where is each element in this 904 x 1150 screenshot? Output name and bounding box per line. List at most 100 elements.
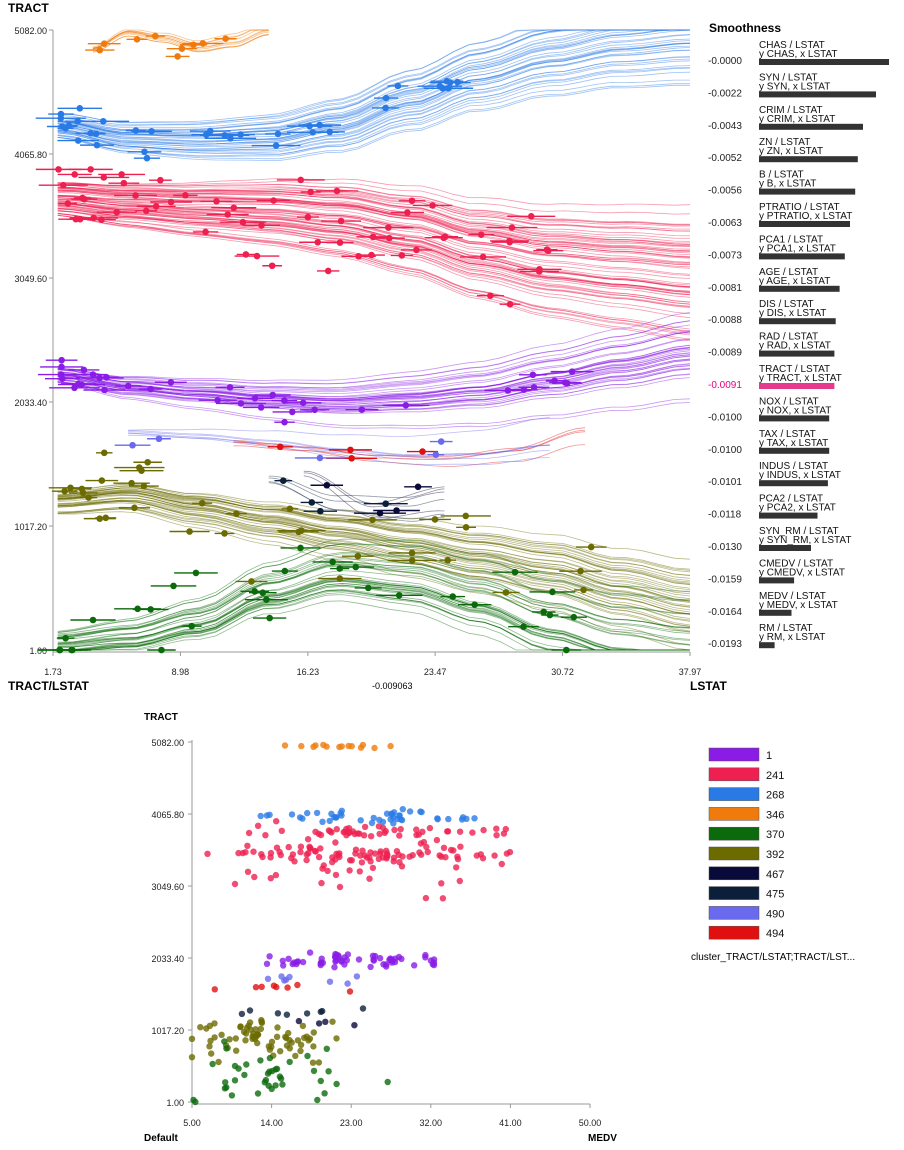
point-392 — [140, 482, 148, 490]
top-y-tick-label: 4065.80 — [14, 150, 47, 160]
scatter-point-241 — [303, 856, 310, 864]
scatter-point-241 — [436, 852, 443, 859]
scatter-point-241 — [419, 828, 426, 835]
curve-494 — [233, 441, 586, 467]
top-x-corner-right: LSTAT — [690, 679, 728, 693]
curve-370 — [57, 579, 690, 651]
scatter-point-490 — [353, 973, 361, 980]
scatter-point-370 — [310, 1067, 318, 1075]
point-475 — [279, 477, 287, 484]
point-392 — [96, 515, 104, 522]
curve-475 — [268, 475, 445, 498]
smoothness-value: -0.0063 — [708, 218, 742, 229]
smoothness-bar — [759, 609, 792, 616]
scatter-point-1 — [285, 955, 292, 962]
point-241 — [398, 252, 406, 259]
scatter-point-1 — [266, 953, 273, 960]
curve-241 — [57, 197, 691, 294]
smoothness-sublabel: y SYN_RM, x LSTAT — [759, 535, 851, 546]
curve-1 — [57, 338, 691, 395]
point-268 — [76, 105, 84, 112]
scatter-point-241 — [440, 844, 448, 851]
point-392 — [354, 552, 362, 560]
curve-392 — [57, 508, 691, 627]
scatter-point-241 — [254, 822, 262, 829]
scatter-point-241 — [278, 827, 285, 834]
point-241 — [487, 292, 494, 299]
point-1 — [281, 397, 288, 404]
scatter-point-241 — [375, 823, 383, 830]
scatter-point-370 — [235, 1065, 242, 1072]
point-475 — [317, 507, 324, 515]
curve-370 — [57, 589, 690, 651]
smoothness-value: -0.0088 — [708, 315, 742, 326]
scatter-point-370 — [384, 1078, 391, 1086]
curve-241 — [57, 187, 691, 226]
curve-392 — [57, 487, 691, 585]
scatter-point-241 — [423, 843, 430, 851]
point-392 — [85, 494, 92, 501]
scatter-point-392 — [208, 1050, 215, 1057]
curve-268 — [57, 29, 690, 123]
point-1 — [71, 384, 78, 392]
point-467 — [376, 509, 384, 517]
curve-268 — [57, 43, 691, 145]
point-241 — [118, 171, 125, 178]
curve-370 — [57, 578, 690, 651]
scatter-point-392 — [240, 1028, 248, 1036]
point-370 — [540, 608, 548, 616]
point-392 — [408, 549, 416, 557]
scatter-point-392 — [329, 1018, 336, 1025]
bottom-y-tick-label: 5082.00 — [151, 738, 184, 748]
curve-241 — [57, 205, 691, 319]
scatter-point-392 — [252, 1026, 259, 1033]
curve-268 — [57, 83, 690, 160]
legend-label: 392 — [766, 849, 784, 861]
point-268 — [227, 134, 234, 142]
point-241 — [71, 171, 78, 178]
scatter-point-241 — [391, 826, 398, 834]
scatter-point-241 — [304, 836, 312, 843]
scatter-point-241 — [369, 864, 377, 872]
scatter-point-467 — [351, 1021, 358, 1029]
scatter-point-370 — [272, 1066, 279, 1073]
point-241 — [132, 192, 139, 199]
top-x-corner-left: TRACT/LSTAT — [8, 679, 90, 693]
curve-268 — [57, 60, 691, 151]
point-1 — [520, 386, 528, 393]
scatter-point-392 — [233, 1047, 240, 1054]
curve-241 — [57, 191, 691, 230]
point-268 — [439, 84, 446, 92]
scatter-point-268 — [313, 809, 321, 817]
point-1 — [358, 406, 366, 413]
scatter-point-370 — [209, 1060, 216, 1068]
scatter-point-1 — [429, 961, 436, 968]
smoothness-sublabel: y MEDV, x LSTAT — [759, 600, 838, 611]
point-494 — [348, 455, 355, 462]
curve-370 — [57, 543, 691, 634]
scatter-point-241 — [447, 846, 455, 854]
smoothness-bar — [759, 253, 845, 260]
scatter-point-392 — [268, 1038, 276, 1046]
curve-241 — [57, 190, 691, 269]
smoothness-label: MEDV / LSTAT — [759, 591, 826, 602]
scatter-point-392 — [215, 1058, 222, 1066]
scatter-point-241 — [377, 850, 384, 857]
curve-392 — [57, 492, 691, 593]
point-241 — [369, 233, 377, 241]
curve-370 — [57, 577, 690, 651]
scatter-point-392 — [274, 1024, 281, 1031]
point-241 — [270, 197, 277, 204]
scatter-point-241 — [354, 830, 361, 837]
point-392 — [98, 477, 106, 484]
smoothness-value: -0.0022 — [708, 88, 742, 99]
bottom-y-ticks: 5082.00 4065.80 3049.60 2033.40 1017.20 1.00 — [151, 738, 192, 1108]
curve-392 — [57, 484, 691, 586]
scatter-point-392 — [242, 1037, 249, 1044]
point-241 — [142, 207, 150, 215]
scatter-point-241 — [291, 858, 298, 865]
point-241 — [386, 234, 393, 242]
scatter-point-1 — [411, 962, 418, 969]
curve-370 — [57, 577, 690, 651]
